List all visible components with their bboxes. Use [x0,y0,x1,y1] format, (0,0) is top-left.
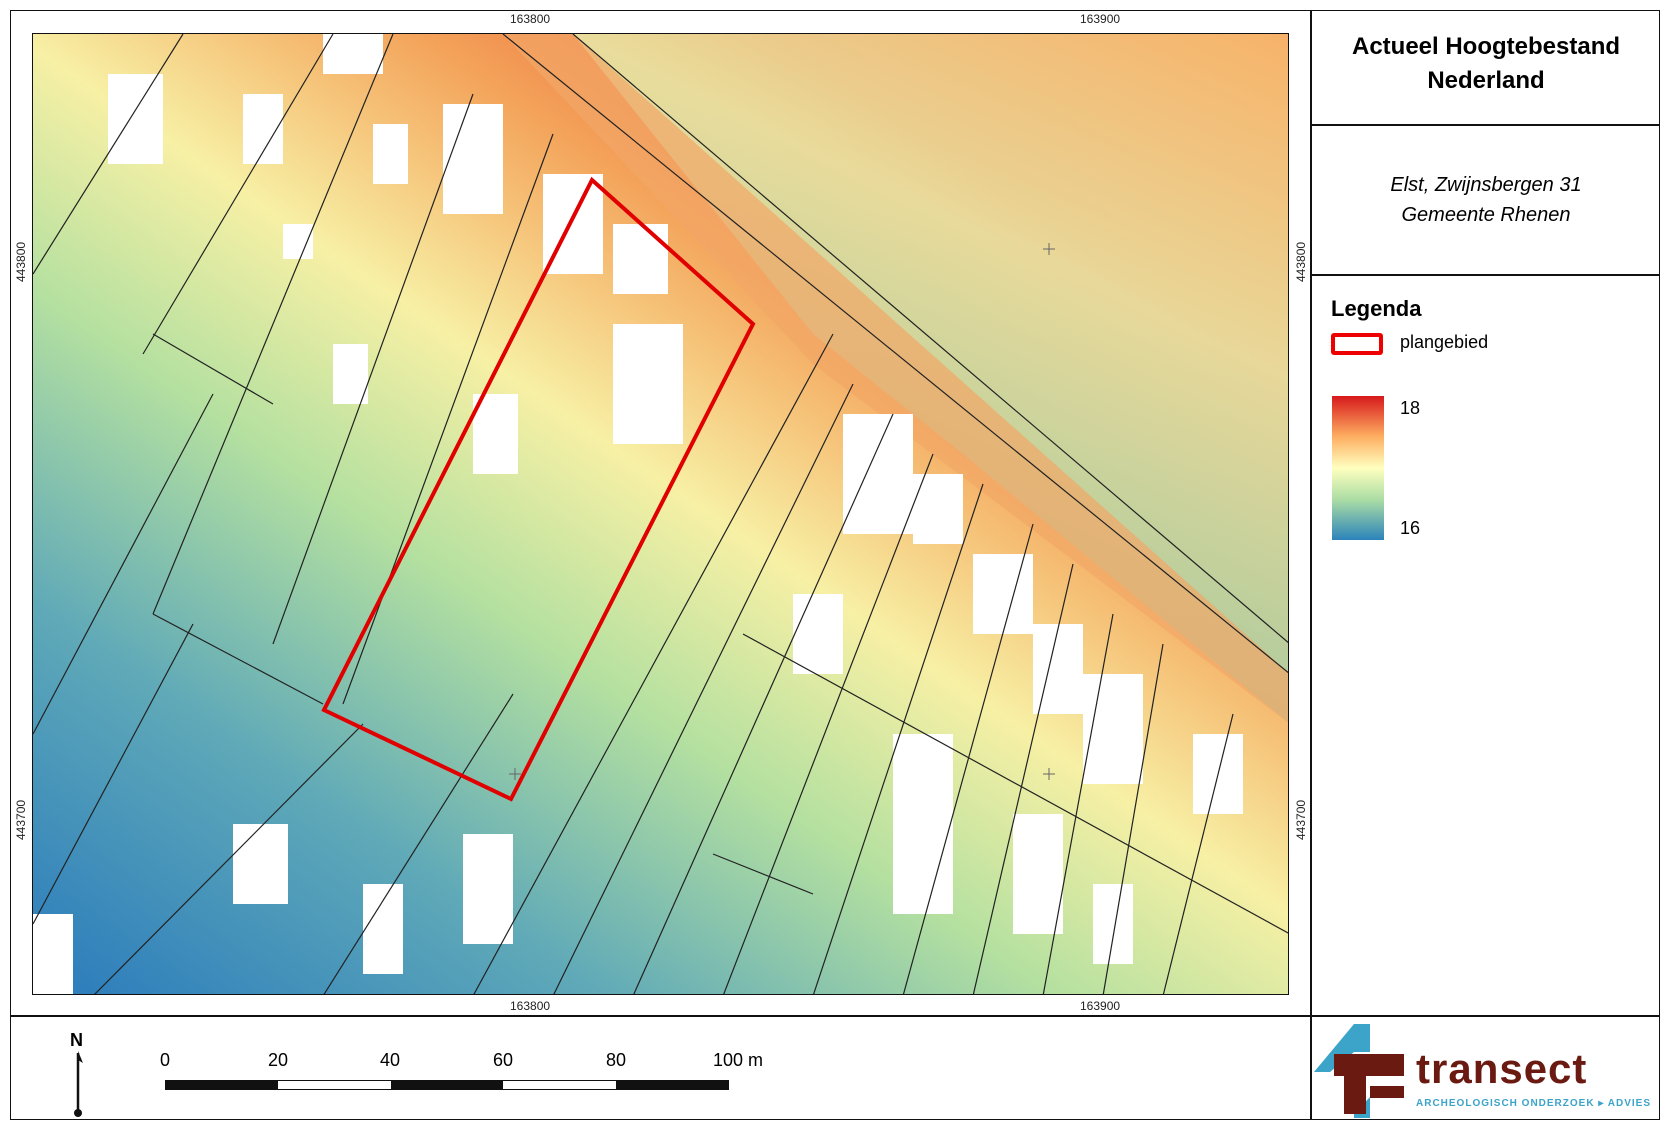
coord-x1-bottom: 163800 [510,999,551,1013]
parcel-lines [33,34,1288,994]
subtitle-municipality: Gemeente Rhenen [1401,204,1571,226]
coord-y1-right: 443800 [1294,241,1308,282]
coord-y1-left: 443800 [14,241,28,282]
coord-y2-left: 443700 [14,799,28,840]
scale-label-0: 0 [159,1050,171,1070]
north-arrow: N [68,1030,88,1126]
scale-bar [165,1080,729,1090]
plangebied-label: plangebied [1400,332,1489,352]
subtitle-location: Elst, Zwijnsbergen 31 [1390,174,1582,196]
map-frame [10,10,1660,1120]
subtitle-separator [1312,274,1660,276]
elevation-map[interactable] [32,33,1289,995]
grid-crosshairs [509,243,1055,780]
elevation-color-ramp [1332,396,1384,540]
scale-label-80: 80 [605,1050,627,1070]
coord-x2-bottom: 163900 [1080,999,1121,1013]
scale-label-20: 20 [267,1050,289,1070]
elevation-raster [33,34,1288,994]
panel-divider [1310,10,1312,1120]
coord-y2-right: 443700 [1294,799,1308,840]
ramp-max-label: 18 [1400,398,1421,418]
footer-divider [10,1015,1660,1017]
scale-label-60: 60 [492,1050,514,1070]
scale-label-40: 40 [379,1050,401,1070]
coord-x1-top: 163800 [510,12,551,26]
plangebied-swatch [1331,333,1383,355]
plangebied-outline [321,176,756,802]
coord-x2-top: 163900 [1080,12,1121,26]
transect-logo [1314,1024,1404,1118]
north-label: N [70,1030,83,1050]
logo-name: transect [1416,1045,1588,1092]
title-separator [1312,124,1660,126]
legend-title: Legenda [1331,296,1422,321]
scale-label-100: 100 m [712,1050,764,1070]
ramp-min-label: 16 [1400,518,1421,538]
logo-tagline: ARCHEOLOGISCH ONDERZOEK ▸ ADVIES [1416,1098,1651,1109]
north-arrow-icon [74,1051,83,1117]
map-title: Actueel Hoogtebestand Nederland [1351,33,1621,94]
map-subtitle: Elst, Zwijnsbergen 31 Gemeente Rhenen [1312,170,1660,230]
